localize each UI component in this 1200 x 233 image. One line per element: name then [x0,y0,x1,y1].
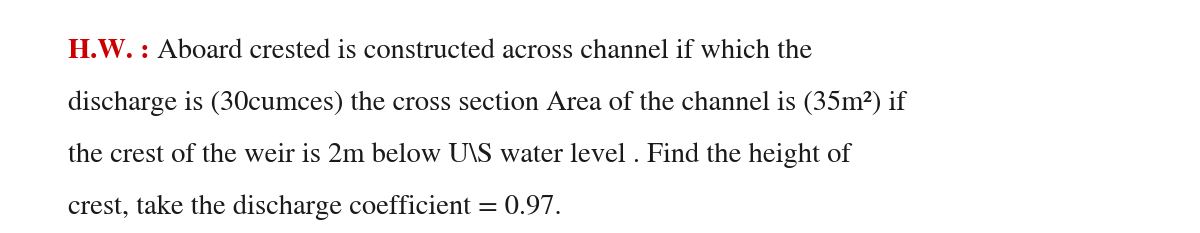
Text: crest, take the discharge coefficient = 0.97.: crest, take the discharge coefficient = … [68,195,562,220]
Text: discharge is (30cumces) the cross section Area of the channel is (35m²) if: discharge is (30cumces) the cross sectio… [68,90,906,116]
Text: H.W. :: H.W. : [68,38,150,64]
Text: the crest of the weir is 2m below U\S water level . Find the height of: the crest of the weir is 2m below U\S wa… [68,143,851,168]
Text: Aboard crested is constructed across channel if which the: Aboard crested is constructed across cha… [150,38,812,64]
